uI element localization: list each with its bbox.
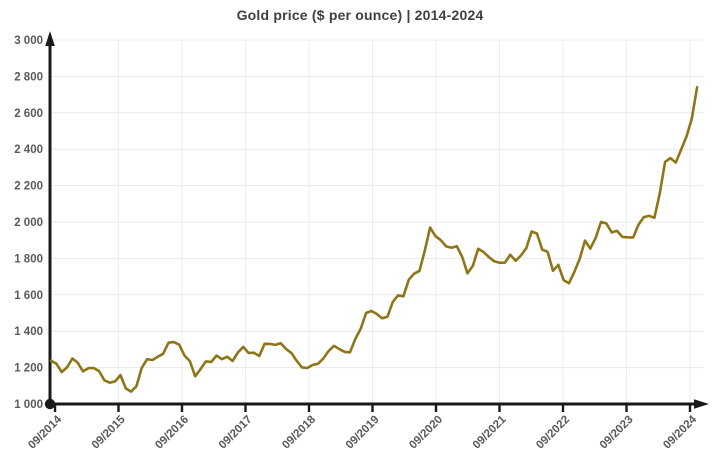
y-tick-label: 1 600	[14, 290, 43, 302]
x-tick-label: 09/2017	[217, 414, 255, 452]
y-tick-label: 1 400	[14, 326, 43, 338]
x-tick-label: 09/2020	[407, 414, 445, 452]
x-tick-label: 09/2014	[26, 413, 64, 451]
y-tick-label: 2 800	[14, 71, 43, 83]
x-tick-label: 09/2015	[90, 413, 128, 451]
origin-dot	[44, 398, 56, 410]
y-tick-label: 1 000	[14, 399, 43, 411]
y-tick-label: 2 400	[14, 144, 43, 156]
y-tick-label: 1 200	[14, 363, 43, 375]
y-tick-label: 2 600	[14, 108, 43, 120]
x-tick-label: 09/2024	[661, 413, 699, 451]
x-tick-label: 09/2021	[471, 413, 509, 451]
y-tick-label: 2 200	[14, 181, 43, 193]
chart-title: Gold price ($ per ounce) | 2014-2024	[236, 7, 484, 23]
y-tick-label: 3 000	[14, 35, 43, 47]
x-axis-arrow-icon	[694, 399, 709, 409]
x-tick-label: 09/2023	[598, 414, 636, 452]
x-tick-label: 09/2022	[534, 414, 572, 452]
x-tick-label: 09/2018	[280, 413, 318, 451]
y-tick-label: 1 800	[14, 253, 43, 265]
x-tick-label: 09/2016	[153, 414, 191, 452]
x-tick-label: 09/2019	[344, 414, 382, 452]
y-tick-label: 2 000	[14, 217, 43, 229]
y-axis-arrow-icon	[45, 31, 55, 46]
gold-price-line	[49, 86, 699, 393]
